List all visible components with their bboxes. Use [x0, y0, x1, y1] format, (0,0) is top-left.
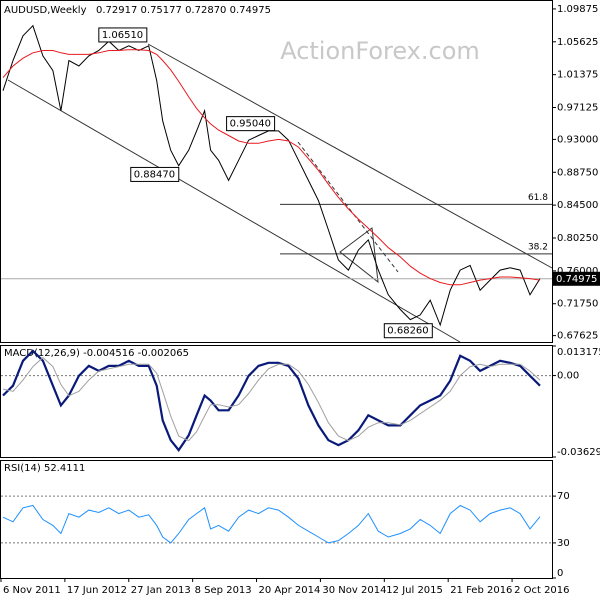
annotation-label: 0.95040: [230, 119, 271, 130]
watermark: ActionForex.com: [280, 37, 480, 65]
x-tick-label: 2 Oct 2016: [514, 585, 569, 596]
y-tick-label: 0.71750: [557, 299, 598, 310]
y-tick-label: 1.05625: [557, 37, 598, 48]
macd-panel: [0, 345, 553, 458]
y-tick-label: 0.00: [557, 371, 579, 382]
macd-title: MACD(12,26,9) -0.004516 -0.002065: [4, 348, 189, 359]
annotation-label: 0.88470: [134, 169, 175, 180]
y-tick-label: 0.67625: [557, 331, 598, 342]
annotation-label: 1.06510: [102, 30, 143, 41]
annotation-box: [130, 166, 180, 182]
channel-lower: [7, 79, 461, 343]
last-price-tag: [552, 271, 600, 286]
channel-upper: [147, 43, 553, 269]
annotation-box: [226, 116, 276, 132]
fib-label: 38.2: [528, 242, 548, 252]
series-line: [2, 349, 541, 452]
y-tick-label: 70: [557, 491, 570, 502]
chart-title: AUDUSD,Weekly: [4, 5, 87, 16]
quote: 0.72917 0.75177 0.72870 0.74975: [96, 5, 271, 16]
y-tick-label: 0: [557, 568, 563, 579]
y-tick-label: 0.80250: [557, 233, 598, 244]
price-panel: [0, 0, 553, 343]
y-tick-label: 1.01375: [557, 70, 598, 81]
x-tick-label: 21 Feb 2016: [450, 585, 512, 596]
x-tick-label: 12 Jul 2015: [386, 585, 443, 596]
x-tick-label: 30 Nov 2014: [322, 585, 386, 596]
y-tick-label: 30: [557, 538, 570, 549]
x-tick-label: 27 Jan 2013: [131, 585, 191, 596]
last-price-label: 0.74975: [556, 274, 597, 285]
series-line: [2, 504, 541, 544]
series-line: [2, 356, 541, 442]
rsi-title: RSI(14) 52.4111: [4, 463, 85, 474]
rsi-panel: [0, 460, 553, 579]
plot-layer: 6 Nov 2011 17 Jun 2012 27 Jan 2013 8 Sep 20…: [0, 4, 600, 596]
y-tick-label: 1.09875: [557, 4, 598, 15]
y-tick-label: 0.97125: [557, 103, 598, 114]
x-tick-label: 8 Sep 2013: [195, 585, 252, 596]
x-tick-label: 20 Apr 2014: [259, 585, 321, 596]
y-tick-label: 0.84500: [557, 200, 598, 211]
dashed-trendline: [297, 141, 399, 273]
triangle: [339, 227, 379, 284]
y-tick-label: 0.76000: [557, 266, 598, 277]
y-tick-label: 0.93000: [557, 134, 598, 145]
annotation-label: 0.68260: [387, 326, 428, 337]
series-line: [2, 49, 541, 286]
annotation-box: [98, 27, 148, 43]
fib-label: 61.8: [528, 193, 548, 203]
x-tick-label: 6 Nov 2011: [3, 585, 61, 596]
y-tick-label: -0.036292: [557, 447, 600, 458]
x-tick-label: 17 Jun 2012: [67, 585, 127, 596]
y-tick-label: 0.013175: [557, 347, 600, 358]
annotation-box: [383, 323, 433, 339]
y-tick-label: 0.88750: [557, 167, 598, 178]
